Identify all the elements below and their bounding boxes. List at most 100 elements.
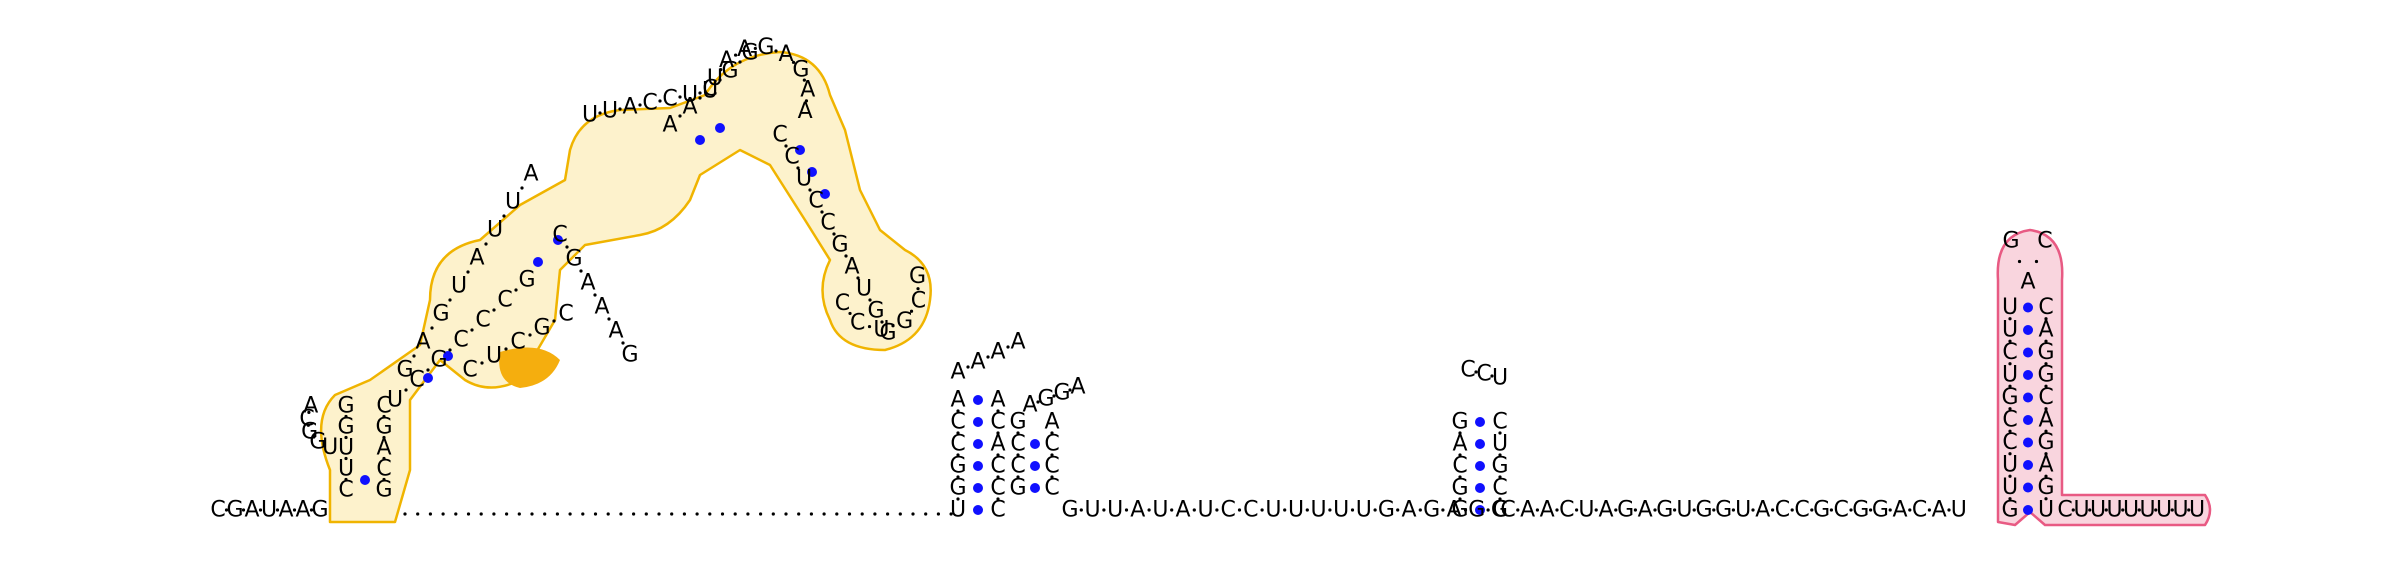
- backbone-dot: [1633, 508, 1637, 512]
- nucleotide: A: [295, 498, 310, 523]
- backbone-dot: [632, 512, 636, 516]
- nucleotide: U: [2002, 453, 2018, 478]
- backbone-dot: [1215, 508, 1219, 512]
- backbone-dot: [956, 409, 960, 413]
- base-pair-dot: [973, 395, 983, 405]
- backbone-dot: [312, 435, 316, 439]
- backbone-dot: [382, 414, 386, 419]
- backbone-dot: [428, 512, 432, 516]
- backbone-dot: [759, 512, 763, 516]
- backbone-dot: [492, 512, 496, 516]
- base-pair-dot: [1475, 505, 1485, 515]
- nucleotide: G: [1656, 498, 1673, 523]
- base-pair-dot: [1475, 483, 1485, 493]
- nucleotide: U: [2002, 475, 2018, 500]
- nucleotide: U: [2090, 498, 2106, 523]
- backbone-dot: [1474, 370, 1478, 374]
- base-pair-dot: [973, 439, 983, 449]
- backbone-dot: [996, 475, 1000, 479]
- nucleotide: A: [844, 255, 859, 280]
- backbone-dot: [2044, 339, 2048, 343]
- nucleotide: C: [1492, 498, 1507, 523]
- backbone-dot: [916, 287, 920, 291]
- nucleotide-layer: C G A U A A GCUUGGGCAGCACGGUUCGCCCGGAGUAUUACUC…: [210, 35, 2205, 523]
- nucleotide: A: [278, 498, 293, 523]
- nucleotide: U: [682, 83, 698, 108]
- nucleotide: C: [642, 91, 657, 116]
- nucleotide: U: [2172, 498, 2188, 523]
- nucleotide: U: [1492, 366, 1508, 391]
- backbone-dot: [1731, 508, 1735, 512]
- nucleotide: U: [1311, 498, 1327, 523]
- backbone-dot: [466, 512, 471, 516]
- base-pair-dot: [553, 235, 563, 245]
- backbone-dot: [1102, 508, 1106, 512]
- backbone-dot: [797, 512, 801, 516]
- nucleotide: G: [1715, 498, 1732, 523]
- terminator-highlight: [1996, 228, 2212, 527]
- nucleotide: G: [1451, 498, 1468, 523]
- nucleotide: C: [1775, 498, 1790, 523]
- nucleotide: G: [1468, 498, 1485, 523]
- backbone-dot: [1079, 508, 1083, 512]
- nucleotide: A: [1447, 498, 1462, 523]
- nucleotide: C: [299, 406, 314, 431]
- backbone-dot: [292, 508, 297, 512]
- backbone-dot: [911, 512, 915, 516]
- nucleotide: G: [1009, 410, 1026, 435]
- orange-domain-highlight: [319, 50, 932, 524]
- nucleotide: G: [311, 498, 328, 523]
- nucleotide: G: [949, 476, 966, 501]
- backbone-dot: [1712, 508, 1716, 512]
- backbone-dot: [1490, 374, 1494, 378]
- backbone-dot: [832, 232, 836, 236]
- nucleotide: U: [1676, 498, 1692, 523]
- nucleotide: C: [2038, 295, 2053, 320]
- nucleotide: U: [487, 218, 503, 243]
- backbone-dot: [1614, 508, 1618, 512]
- base-pair-dot: [2023, 347, 2033, 358]
- base-pair-dot: [1475, 417, 1485, 427]
- backbone-dot: [593, 512, 598, 516]
- nucleotide: G: [1852, 498, 1869, 523]
- backbone-dot: [552, 319, 556, 323]
- nucleotide: U: [702, 79, 718, 104]
- nucleotide: G: [1451, 410, 1468, 435]
- base-pair-dot: [1030, 439, 1040, 449]
- backbone-dot: [2008, 452, 2012, 456]
- backbone-dot: [1771, 508, 1775, 512]
- backbone-dot: [1594, 508, 1598, 512]
- nucleotide: U: [873, 317, 889, 342]
- nucleotide: C: [1492, 410, 1507, 435]
- backbone-dot: [996, 409, 1000, 413]
- nucleotide: U: [2002, 318, 2018, 343]
- backbone-dot: [2008, 429, 2012, 433]
- backbone-layer: [224, 46, 2191, 516]
- backbone-dot: [1052, 394, 1056, 398]
- nucleotide: U: [1578, 498, 1594, 523]
- nucleotide: G: [1037, 387, 1054, 412]
- nucleotide: U: [1356, 498, 1372, 523]
- nucleotide: G: [2037, 363, 2054, 388]
- nucleotide: C: [510, 330, 525, 355]
- backbone-dot: [2154, 508, 2158, 512]
- nucleotide: G: [396, 358, 413, 383]
- backbone-dot: [618, 107, 622, 111]
- base-pair-layer: [360, 123, 2033, 515]
- backbone-dot: [1373, 508, 1377, 512]
- nucleotide: G: [896, 309, 913, 334]
- nucleotide: G: [337, 415, 354, 440]
- orange-accent-highlight: [499, 347, 560, 388]
- backbone-dot: [2088, 508, 2092, 512]
- nucleotide: G: [1617, 498, 1634, 523]
- backbone-dot: [514, 288, 518, 292]
- backbone-dot: [520, 186, 524, 190]
- nucleotide: U: [261, 498, 277, 523]
- backbone-dot: [802, 78, 806, 82]
- backbone-dot: [678, 114, 682, 118]
- nucleotide: U: [322, 435, 338, 460]
- nucleotide: U: [2156, 498, 2172, 523]
- backbone-dot: [848, 311, 852, 316]
- nucleotide: G: [432, 302, 449, 327]
- backbone-dot: [808, 188, 812, 192]
